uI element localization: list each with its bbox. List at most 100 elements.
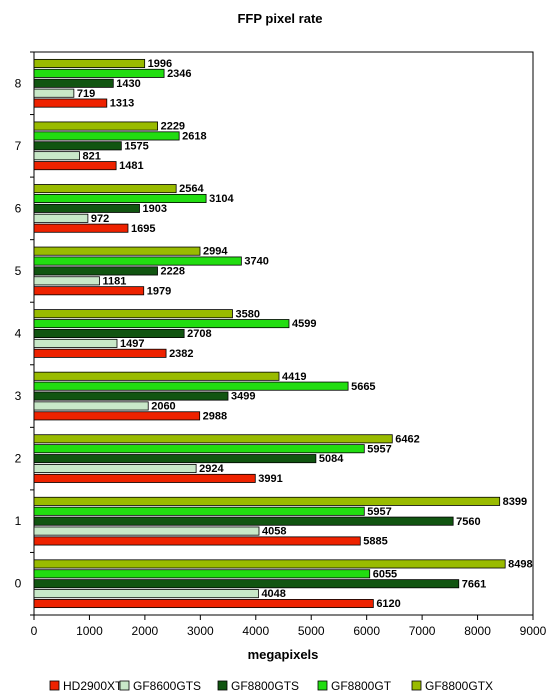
bar xyxy=(33,266,158,276)
data-label: 3580 xyxy=(235,308,259,320)
x-tick-label: 8000 xyxy=(464,624,491,638)
bar xyxy=(33,309,233,319)
data-label: 5957 xyxy=(367,506,391,518)
x-tick-label: 5000 xyxy=(298,624,325,638)
legend-swatch xyxy=(317,680,328,691)
data-label: 1979 xyxy=(147,285,171,297)
data-label: 6120 xyxy=(376,598,400,610)
bar xyxy=(33,348,167,358)
x-tick-label: 4000 xyxy=(242,624,269,638)
legend: HD2900XT GF8600GTS GF8800GTS GF8800GT GF8800… xyxy=(49,679,493,693)
data-label: 8399 xyxy=(503,496,527,508)
data-label: 3991 xyxy=(258,473,282,485)
data-label: 2994 xyxy=(203,246,228,258)
y-tick-label: 8 xyxy=(15,76,22,90)
bar xyxy=(33,58,146,68)
chart-title: FFP pixel rate xyxy=(237,11,322,26)
x-tick-label: 9000 xyxy=(520,624,547,638)
bar xyxy=(33,193,207,203)
data-label: 7560 xyxy=(456,516,480,528)
legend-label: HD2900XT xyxy=(63,679,123,693)
legend-label: GF8600GTS xyxy=(133,679,201,693)
bar xyxy=(33,559,506,569)
data-label: 1181 xyxy=(102,275,126,287)
x-tick-label: 3000 xyxy=(187,624,214,638)
data-label: 2228 xyxy=(161,266,185,278)
data-label: 1575 xyxy=(124,140,148,152)
bar xyxy=(33,589,259,599)
bar xyxy=(33,88,75,98)
bar xyxy=(33,328,185,338)
bar xyxy=(33,473,256,483)
y-tick-label: 7 xyxy=(15,139,22,153)
legend-swatch xyxy=(119,680,130,691)
x-tick-label: 2000 xyxy=(132,624,159,638)
bar xyxy=(33,569,371,579)
data-label: 2346 xyxy=(167,68,191,80)
bar xyxy=(33,151,80,161)
legend-label: GF8800GTS xyxy=(231,679,299,693)
bar xyxy=(33,276,100,286)
bar xyxy=(33,223,129,233)
bar xyxy=(33,401,149,411)
data-label: 3740 xyxy=(244,256,268,268)
bar xyxy=(33,213,89,223)
data-label: 1497 xyxy=(120,338,144,350)
y-tick-label: 0 xyxy=(15,577,22,591)
bar xyxy=(33,496,501,506)
bars: 8498 6055 7661 4048 6120 8399 5957 7560 4058 5885… xyxy=(33,58,533,610)
bar xyxy=(33,203,140,213)
data-label: 821 xyxy=(83,150,101,162)
data-label: 2924 xyxy=(199,463,224,475)
bar xyxy=(33,68,165,78)
legend-label: GF8800GTX xyxy=(425,679,493,693)
bar xyxy=(33,131,180,141)
legend-swatch xyxy=(411,680,422,691)
bar xyxy=(33,599,374,609)
data-label: 2564 xyxy=(179,183,204,195)
bar xyxy=(33,256,242,266)
data-label: 1430 xyxy=(116,78,140,90)
bar xyxy=(33,319,290,329)
legend-label: GF8800GT xyxy=(331,679,392,693)
bar xyxy=(33,536,361,546)
bar xyxy=(33,184,177,194)
data-label: 4058 xyxy=(262,526,286,538)
bar xyxy=(33,506,365,516)
bar xyxy=(33,381,349,391)
data-label: 2060 xyxy=(151,401,175,413)
legend-swatch xyxy=(217,680,228,691)
data-label: 4419 xyxy=(282,371,306,383)
data-label: 6462 xyxy=(395,433,419,445)
bar xyxy=(33,391,229,401)
bar xyxy=(33,411,201,421)
data-label: 2618 xyxy=(182,131,206,143)
data-label: 2229 xyxy=(161,121,185,133)
bar xyxy=(33,286,145,296)
data-label: 2988 xyxy=(203,410,227,422)
legend-swatch xyxy=(49,680,60,691)
data-label: 5084 xyxy=(319,453,344,465)
bar xyxy=(33,434,393,444)
data-label: 1481 xyxy=(119,160,143,172)
x-tick-label: 7000 xyxy=(409,624,436,638)
data-label: 8498 xyxy=(508,559,532,571)
data-label: 1313 xyxy=(110,98,134,110)
data-label: 4599 xyxy=(292,318,316,330)
bar xyxy=(33,121,158,131)
bar xyxy=(33,526,260,536)
y-axis-ticks: 0 1 2 3 4 5 6 7 8 xyxy=(15,51,34,616)
data-label: 7661 xyxy=(462,578,486,590)
y-tick-label: 3 xyxy=(15,389,22,403)
data-label: 1695 xyxy=(131,223,155,235)
bar xyxy=(33,444,365,454)
data-label: 719 xyxy=(77,88,95,100)
bar xyxy=(33,161,117,171)
bar xyxy=(33,579,460,589)
y-tick-label: 4 xyxy=(15,327,22,341)
x-axis-ticks: 0 1000 2000 3000 4000 5000 6000 7000 8000 9000 xyxy=(31,615,547,638)
data-label: 5885 xyxy=(363,536,387,548)
y-tick-label: 5 xyxy=(15,264,22,278)
data-label: 6055 xyxy=(373,568,397,580)
